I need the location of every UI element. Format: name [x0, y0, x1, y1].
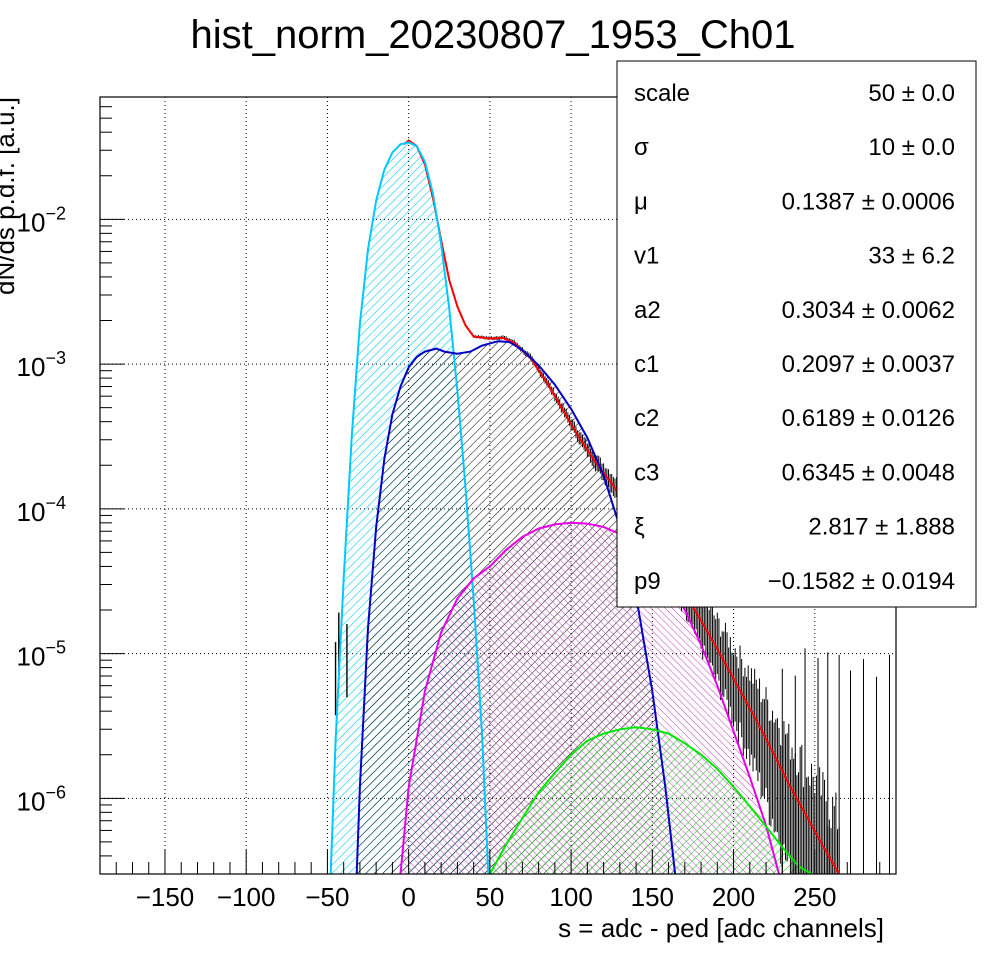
total-fit-curve — [403, 139, 840, 874]
stat-value: 0.6345 ± 0.0048 — [782, 459, 955, 486]
x-tick-label: 150 — [631, 882, 674, 912]
stat-name: a2 — [634, 297, 661, 324]
x-tick-label: 0 — [401, 882, 415, 912]
stat-value: 0.2097 ± 0.0037 — [782, 351, 955, 378]
x-axis: −150 −100 −50 0 50 100 150 200 250 — [99, 850, 881, 912]
y-axis-title: dN/ds p.d.f. [a.u.] — [0, 97, 20, 295]
chart-title: hist_norm_20230807_1953_Ch01 — [191, 13, 796, 57]
stat-name: σ — [634, 134, 649, 161]
double-pe-curve — [399, 521, 780, 874]
y-tick-label-exponent: −2 — [45, 203, 66, 223]
x-tick-label: −50 — [305, 882, 349, 912]
stat-value: 0.1387 ± 0.0006 — [782, 188, 955, 215]
stat-value: 33 ± 6.2 — [868, 243, 955, 270]
stat-name: c3 — [634, 459, 659, 486]
x-tick-label: 200 — [712, 882, 755, 912]
y-axis: 10−210−310−410−510−6 — [17, 96, 124, 875]
stat-name: μ — [634, 188, 648, 215]
y-tick-label: 10−5 — [17, 638, 66, 672]
stat-value: 50 ± 0.0 — [868, 80, 955, 107]
stat-value: −0.1582 ± 0.0194 — [768, 568, 955, 595]
y-tick-label-base: 10 — [17, 497, 46, 527]
triple-pe-curve-fill — [489, 727, 812, 874]
stat-value: 0.3034 ± 0.0062 — [782, 297, 955, 324]
single-pe-curve — [355, 340, 677, 874]
triple-pe-curve — [489, 726, 813, 874]
stat-value: 0.6189 ± 0.0126 — [782, 405, 955, 432]
stat-value: 2.817 ± 1.888 — [808, 514, 955, 541]
fit-curves — [329, 139, 840, 874]
stat-name: scale — [634, 80, 690, 107]
y-tick-label: 10−4 — [17, 493, 66, 527]
stat-name: v1 — [634, 243, 659, 270]
stat-name: p9 — [634, 568, 661, 595]
x-tick-label: −100 — [217, 882, 276, 912]
y-tick-label: 10−2 — [17, 203, 66, 237]
stats-box: scale 50 ± 0.0 σ 10 ± 0.0 μ 0.1387 ± 0.0006 v1… — [616, 60, 977, 608]
y-tick-label-exponent: −5 — [45, 638, 66, 658]
stat-name: ξ — [634, 514, 645, 541]
x-tick-label: 50 — [475, 882, 504, 912]
gaussian-pedestal-curve — [329, 141, 490, 874]
y-tick-label-base: 10 — [17, 786, 46, 816]
y-tick-label-base: 10 — [17, 352, 46, 382]
y-tick-label-base: 10 — [17, 207, 46, 237]
y-tick-label-exponent: −3 — [45, 348, 66, 368]
x-tick-label: 250 — [793, 882, 836, 912]
y-tick-label-exponent: −6 — [45, 782, 66, 802]
x-axis-title: s = adc - ped [adc channels] — [558, 913, 884, 943]
y-tick-label: 10−3 — [17, 348, 66, 382]
x-tick-label: −150 — [136, 882, 195, 912]
y-tick-label: 10−6 — [17, 782, 66, 816]
stats-box-frame — [616, 60, 977, 608]
y-tick-label-exponent: −4 — [45, 493, 66, 513]
stat-name: c2 — [634, 405, 659, 432]
x-tick-label: 100 — [549, 882, 592, 912]
y-tick-label-base: 10 — [17, 642, 46, 672]
stat-name: c1 — [634, 351, 659, 378]
stat-value: 10 ± 0.0 — [868, 134, 955, 161]
